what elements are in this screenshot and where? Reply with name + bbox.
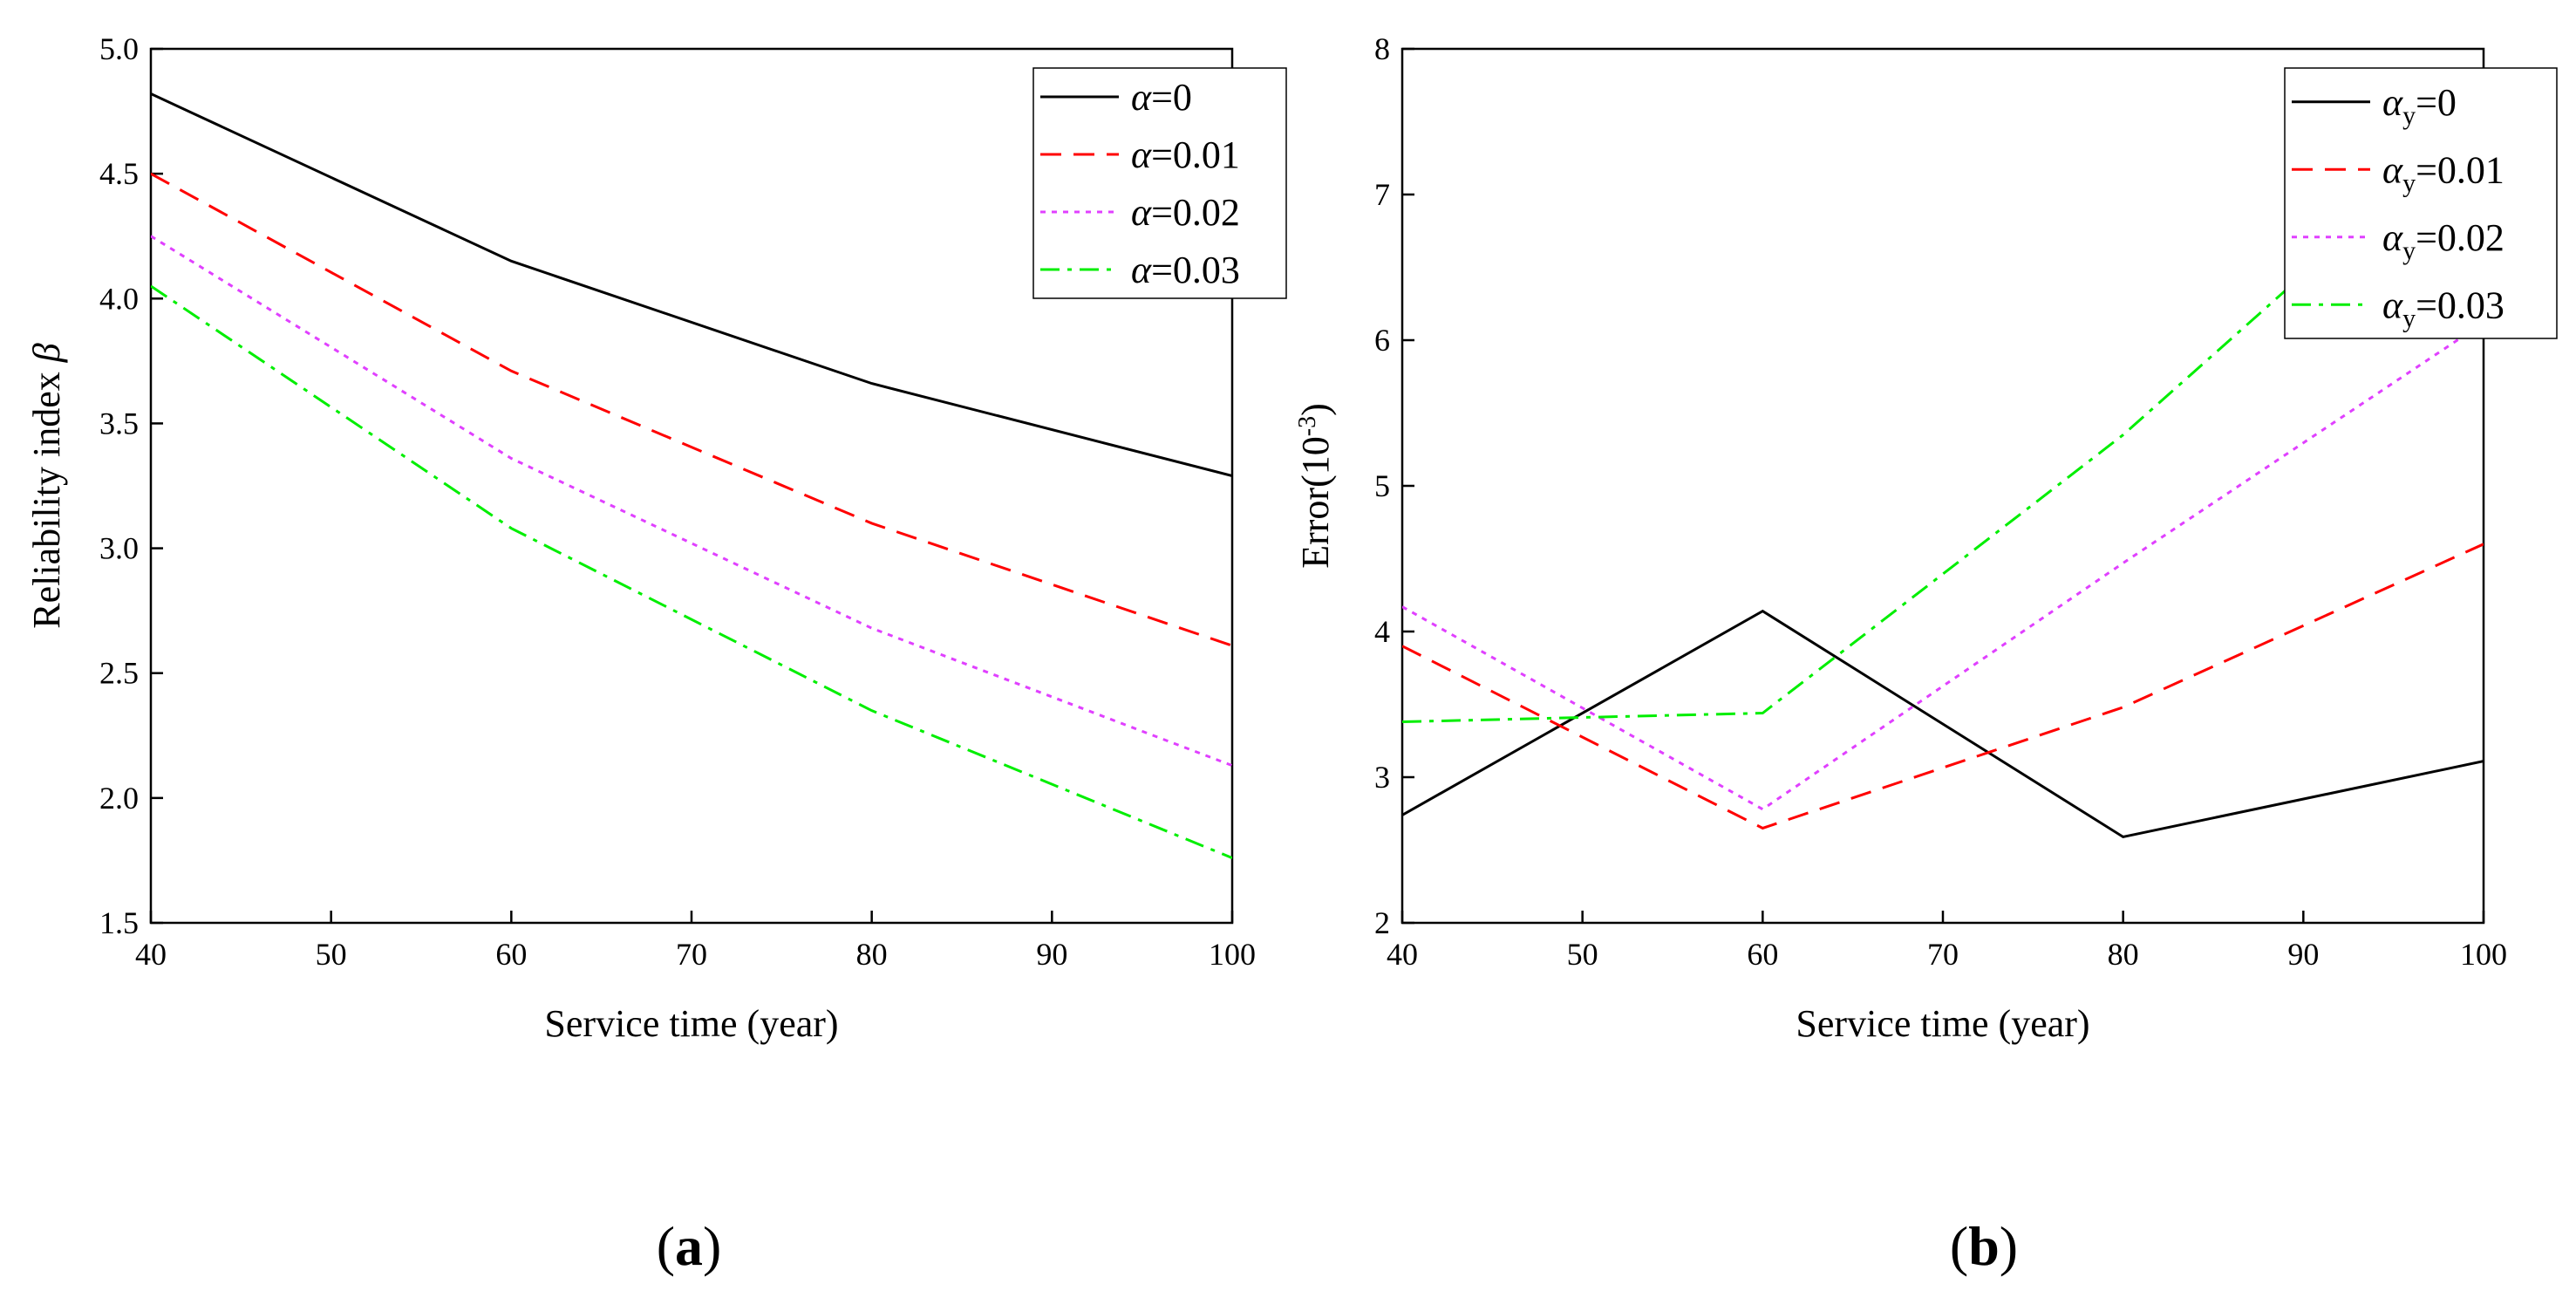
x-tick-label: 40 bbox=[1387, 937, 1418, 972]
legend-symbol: α bbox=[1131, 249, 1152, 291]
chart-panel-b: 40 50 60 70 80 90 100 2 3 4 5 6 7 8 Service time (year… bbox=[1294, 31, 2558, 1045]
legend-label-0: α=0 bbox=[1131, 76, 1192, 119]
panel-a-label: (a) bbox=[657, 1215, 722, 1277]
x-tick-label: 100 bbox=[1209, 937, 1256, 972]
legend-label-0: αy=0 bbox=[2382, 81, 2457, 130]
legend: α=0α=0.01α=0.02α=0.03 bbox=[1032, 67, 1287, 299]
panel-b-label: (b) bbox=[1950, 1215, 2018, 1277]
y-tick-label: 8 bbox=[1374, 31, 1390, 66]
legend-symbol: α bbox=[1131, 191, 1152, 234]
x-tick-label: 80 bbox=[856, 937, 888, 972]
legend-subscript: y bbox=[2402, 304, 2416, 332]
y-axis-title-text: Error(10 bbox=[1294, 436, 1337, 569]
series-line-0 bbox=[151, 92, 1232, 478]
legend-symbol: α bbox=[2382, 216, 2403, 259]
legend-label-1: αy=0.01 bbox=[2382, 148, 2504, 197]
y-tick-label: 2.5 bbox=[99, 656, 139, 691]
x-tick-label: 90 bbox=[1036, 937, 1067, 972]
legend-rest: =0.03 bbox=[2416, 283, 2504, 326]
legend-label-3: αy=0.03 bbox=[2382, 283, 2504, 332]
x-axis-title: Service time (year) bbox=[544, 1002, 838, 1045]
legend-symbol: α bbox=[2382, 81, 2403, 124]
legend-rest: =0.01 bbox=[1151, 133, 1240, 176]
y-axis-title-sup: -3 bbox=[1294, 416, 1321, 436]
y-tick-label: 4.0 bbox=[99, 281, 139, 316]
legend-rest: =0.02 bbox=[1151, 191, 1240, 234]
legend-rest: =0.03 bbox=[1151, 249, 1240, 291]
legend-box bbox=[2284, 67, 2558, 339]
legend-label-2: α=0.02 bbox=[1131, 191, 1240, 234]
x-tick-label: 60 bbox=[1747, 937, 1778, 972]
y-tick-label: 5 bbox=[1374, 468, 1390, 503]
y-tick-label: 3.5 bbox=[99, 406, 139, 440]
y-tick-label: 5.0 bbox=[99, 31, 139, 66]
y-tick-label: 3 bbox=[1374, 760, 1390, 795]
legend-rest: =0 bbox=[1151, 76, 1192, 119]
y-axis-title-close: ) bbox=[1294, 403, 1337, 416]
x-tick-label: 70 bbox=[1927, 937, 1959, 972]
legend-label-1: α=0.01 bbox=[1131, 133, 1240, 176]
legend-symbol: α bbox=[2382, 148, 2403, 191]
y-axis-title: Reliability index β bbox=[25, 343, 68, 629]
legend-label-2: αy=0.02 bbox=[2382, 216, 2504, 265]
legend-box bbox=[1032, 67, 1287, 299]
legend-subscript: y bbox=[2402, 101, 2416, 130]
y-axis-title: Error(10-3) bbox=[1294, 403, 1338, 568]
y-tick-label: 3.0 bbox=[99, 531, 139, 566]
y-axis-title-text: Reliability index bbox=[25, 362, 68, 629]
y-tick-label: 1.5 bbox=[99, 905, 139, 940]
legend-rest: =0.01 bbox=[2416, 148, 2504, 191]
x-tick-label: 100 bbox=[2460, 937, 2507, 972]
series-line-1 bbox=[151, 172, 1232, 647]
x-tick-label: 90 bbox=[2287, 937, 2319, 972]
series-line-3 bbox=[151, 284, 1232, 859]
y-tick-label: 4 bbox=[1374, 614, 1390, 649]
series-line-1 bbox=[1402, 543, 2484, 830]
legend-rest: =0 bbox=[2416, 81, 2457, 124]
y-tick-label: 6 bbox=[1374, 323, 1390, 358]
x-tick-label: 60 bbox=[495, 937, 527, 972]
legend-symbol: α bbox=[2382, 283, 2403, 326]
chart-panel-a: 40 50 60 70 80 90 100 1.5 2.0 2.5 3.0 3.5 4.0 4.5 5.0 S… bbox=[25, 31, 1287, 1045]
legend-label-3: α=0.03 bbox=[1131, 249, 1240, 291]
y-tick-label: 4.5 bbox=[99, 156, 139, 191]
x-tick-label: 50 bbox=[1567, 937, 1598, 972]
y-tick-label: 7 bbox=[1374, 177, 1390, 212]
series-line-2 bbox=[151, 235, 1232, 768]
series-line-2 bbox=[1402, 321, 2484, 811]
x-axis-title: Service time (year) bbox=[1796, 1002, 2089, 1045]
y-axis-title-symbol: β bbox=[25, 343, 68, 363]
y-tick-label: 2.0 bbox=[99, 781, 139, 816]
legend-subscript: y bbox=[2402, 236, 2416, 265]
legend-rest: =0.02 bbox=[2416, 216, 2504, 259]
series-line-0 bbox=[1402, 609, 2484, 839]
legend-symbol: α bbox=[1131, 76, 1152, 119]
x-tick-label: 80 bbox=[2108, 937, 2139, 972]
y-tick-label: 2 bbox=[1374, 905, 1390, 940]
x-tick-label: 40 bbox=[135, 937, 167, 972]
x-tick-label: 50 bbox=[316, 937, 347, 972]
legend-symbol: α bbox=[1131, 133, 1152, 176]
legend-subscript: y bbox=[2402, 168, 2416, 197]
x-tick-label: 70 bbox=[676, 937, 707, 972]
